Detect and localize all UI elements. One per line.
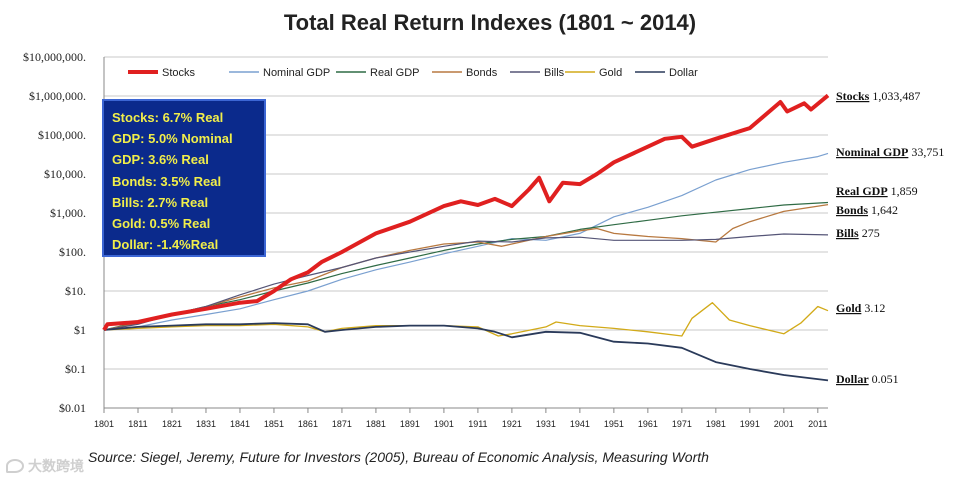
series-line-gold <box>103 302 829 337</box>
end-label-series: Stocks <box>836 89 870 103</box>
x-tick-label: 1881 <box>366 419 386 429</box>
y-tick-label: $1 <box>74 323 86 337</box>
legend-label: Gold <box>599 67 622 79</box>
y-tick-label: $100,000. <box>38 128 86 142</box>
end-label-series: Gold <box>836 301 862 315</box>
annotation-line: Gold: 0.5% Real <box>112 216 211 232</box>
x-tick-label: 1921 <box>502 419 522 429</box>
series-line-stocks <box>102 93 830 332</box>
y-tick-label: $100. <box>59 245 86 259</box>
annotation-line: GDP: 5.0% Nominal <box>112 131 233 147</box>
x-tick-label: 1891 <box>400 419 420 429</box>
end-label: Bonds 1,642 <box>836 203 898 217</box>
y-tick-label: $10,000,000. <box>23 50 86 64</box>
x-tick-label: 1831 <box>196 419 216 429</box>
end-label-value: 1,642 <box>868 203 898 217</box>
y-tick-label: $0.01 <box>59 401 86 415</box>
x-tick-label: 1811 <box>128 419 147 429</box>
x-tick-label: 1911 <box>468 419 487 429</box>
chat-bubble-icon <box>6 459 24 473</box>
watermark-text: 大数跨境 <box>28 459 84 475</box>
annotation-line: GDP: 3.6% Real <box>112 152 209 168</box>
legend-label: Stocks <box>162 67 196 79</box>
y-tick-label: $1,000,000. <box>29 89 86 103</box>
x-tick-label: 1981 <box>706 419 726 429</box>
x-tick-label: 1991 <box>740 419 760 429</box>
end-label-value: 1,859 <box>888 184 918 198</box>
x-tick-label: 1971 <box>672 419 692 429</box>
annotation-line: Bills: 2.7% Real <box>112 194 209 210</box>
x-tick-label: 1841 <box>230 419 250 429</box>
end-label-series: Bills <box>836 226 859 240</box>
end-label: Nominal GDP 33,751 <box>836 145 944 159</box>
legend-label: Bonds <box>466 67 498 79</box>
end-label: Bills 275 <box>836 226 880 240</box>
end-label: Dollar 0.051 <box>836 372 899 386</box>
x-tick-label: 1961 <box>638 419 658 429</box>
watermark: 大数跨境 <box>6 456 84 476</box>
x-tick-label: 1931 <box>536 419 556 429</box>
legend-label: Nominal GDP <box>263 67 330 79</box>
x-tick-label: 1941 <box>570 419 590 429</box>
series-line-real-gdp <box>103 201 829 331</box>
x-tick-label: 1901 <box>434 419 454 429</box>
end-label-value: 1,033,487 <box>869 89 920 103</box>
legend-label: Bills <box>544 67 565 79</box>
legend-label: Real GDP <box>370 67 420 79</box>
series-line-nominal-gdp <box>103 152 829 331</box>
end-label-series: Bonds <box>836 203 868 217</box>
x-tick-label: 2011 <box>808 419 827 429</box>
x-tick-label: 1861 <box>298 419 318 429</box>
annotation-line: Dollar: -1.4%Real <box>112 237 219 253</box>
y-tick-label: $10,000. <box>44 167 86 181</box>
end-label: Real GDP 1,859 <box>836 184 918 198</box>
chart-title: Total Real Return Indexes (1801 ~ 2014) <box>283 10 697 35</box>
x-tick-label: 1851 <box>264 419 284 429</box>
annotation-box: Stocks: 6.7% Real GDP: 5.0% Nominal GDP:… <box>102 99 266 257</box>
end-label-value: 33,751 <box>908 145 944 159</box>
x-tick-label: 1821 <box>162 419 182 429</box>
series-line-bills <box>103 233 829 331</box>
x-tick-label: 1951 <box>604 419 624 429</box>
end-label: Stocks 1,033,487 <box>836 89 920 103</box>
end-label: Gold 3.12 <box>836 301 885 315</box>
x-tick-label: 1871 <box>332 419 352 429</box>
end-label-series: Dollar <box>836 372 869 386</box>
end-label-value: 3.12 <box>861 301 885 315</box>
end-label-series: Nominal GDP <box>836 145 908 159</box>
series-line-bonds <box>103 203 829 331</box>
x-tick-label: 2001 <box>774 419 794 429</box>
y-tick-label: $1,000. <box>50 206 86 220</box>
end-label-series: Real GDP <box>836 184 888 198</box>
legend-label: Dollar <box>669 67 698 79</box>
annotation-line: Stocks: 6.7% Real <box>112 110 224 125</box>
series-line-dollar <box>103 322 829 382</box>
end-label-value: 0.051 <box>869 372 899 386</box>
y-tick-label: $0.1 <box>65 362 86 376</box>
annotation-line: Bonds: 3.5% Real <box>112 173 222 189</box>
x-tick-label: 1801 <box>94 419 114 429</box>
end-label-value: 275 <box>859 226 880 240</box>
y-tick-label: $10. <box>65 284 86 298</box>
source-note: Source: Siegel, Jeremy, Future for Inves… <box>88 449 709 465</box>
